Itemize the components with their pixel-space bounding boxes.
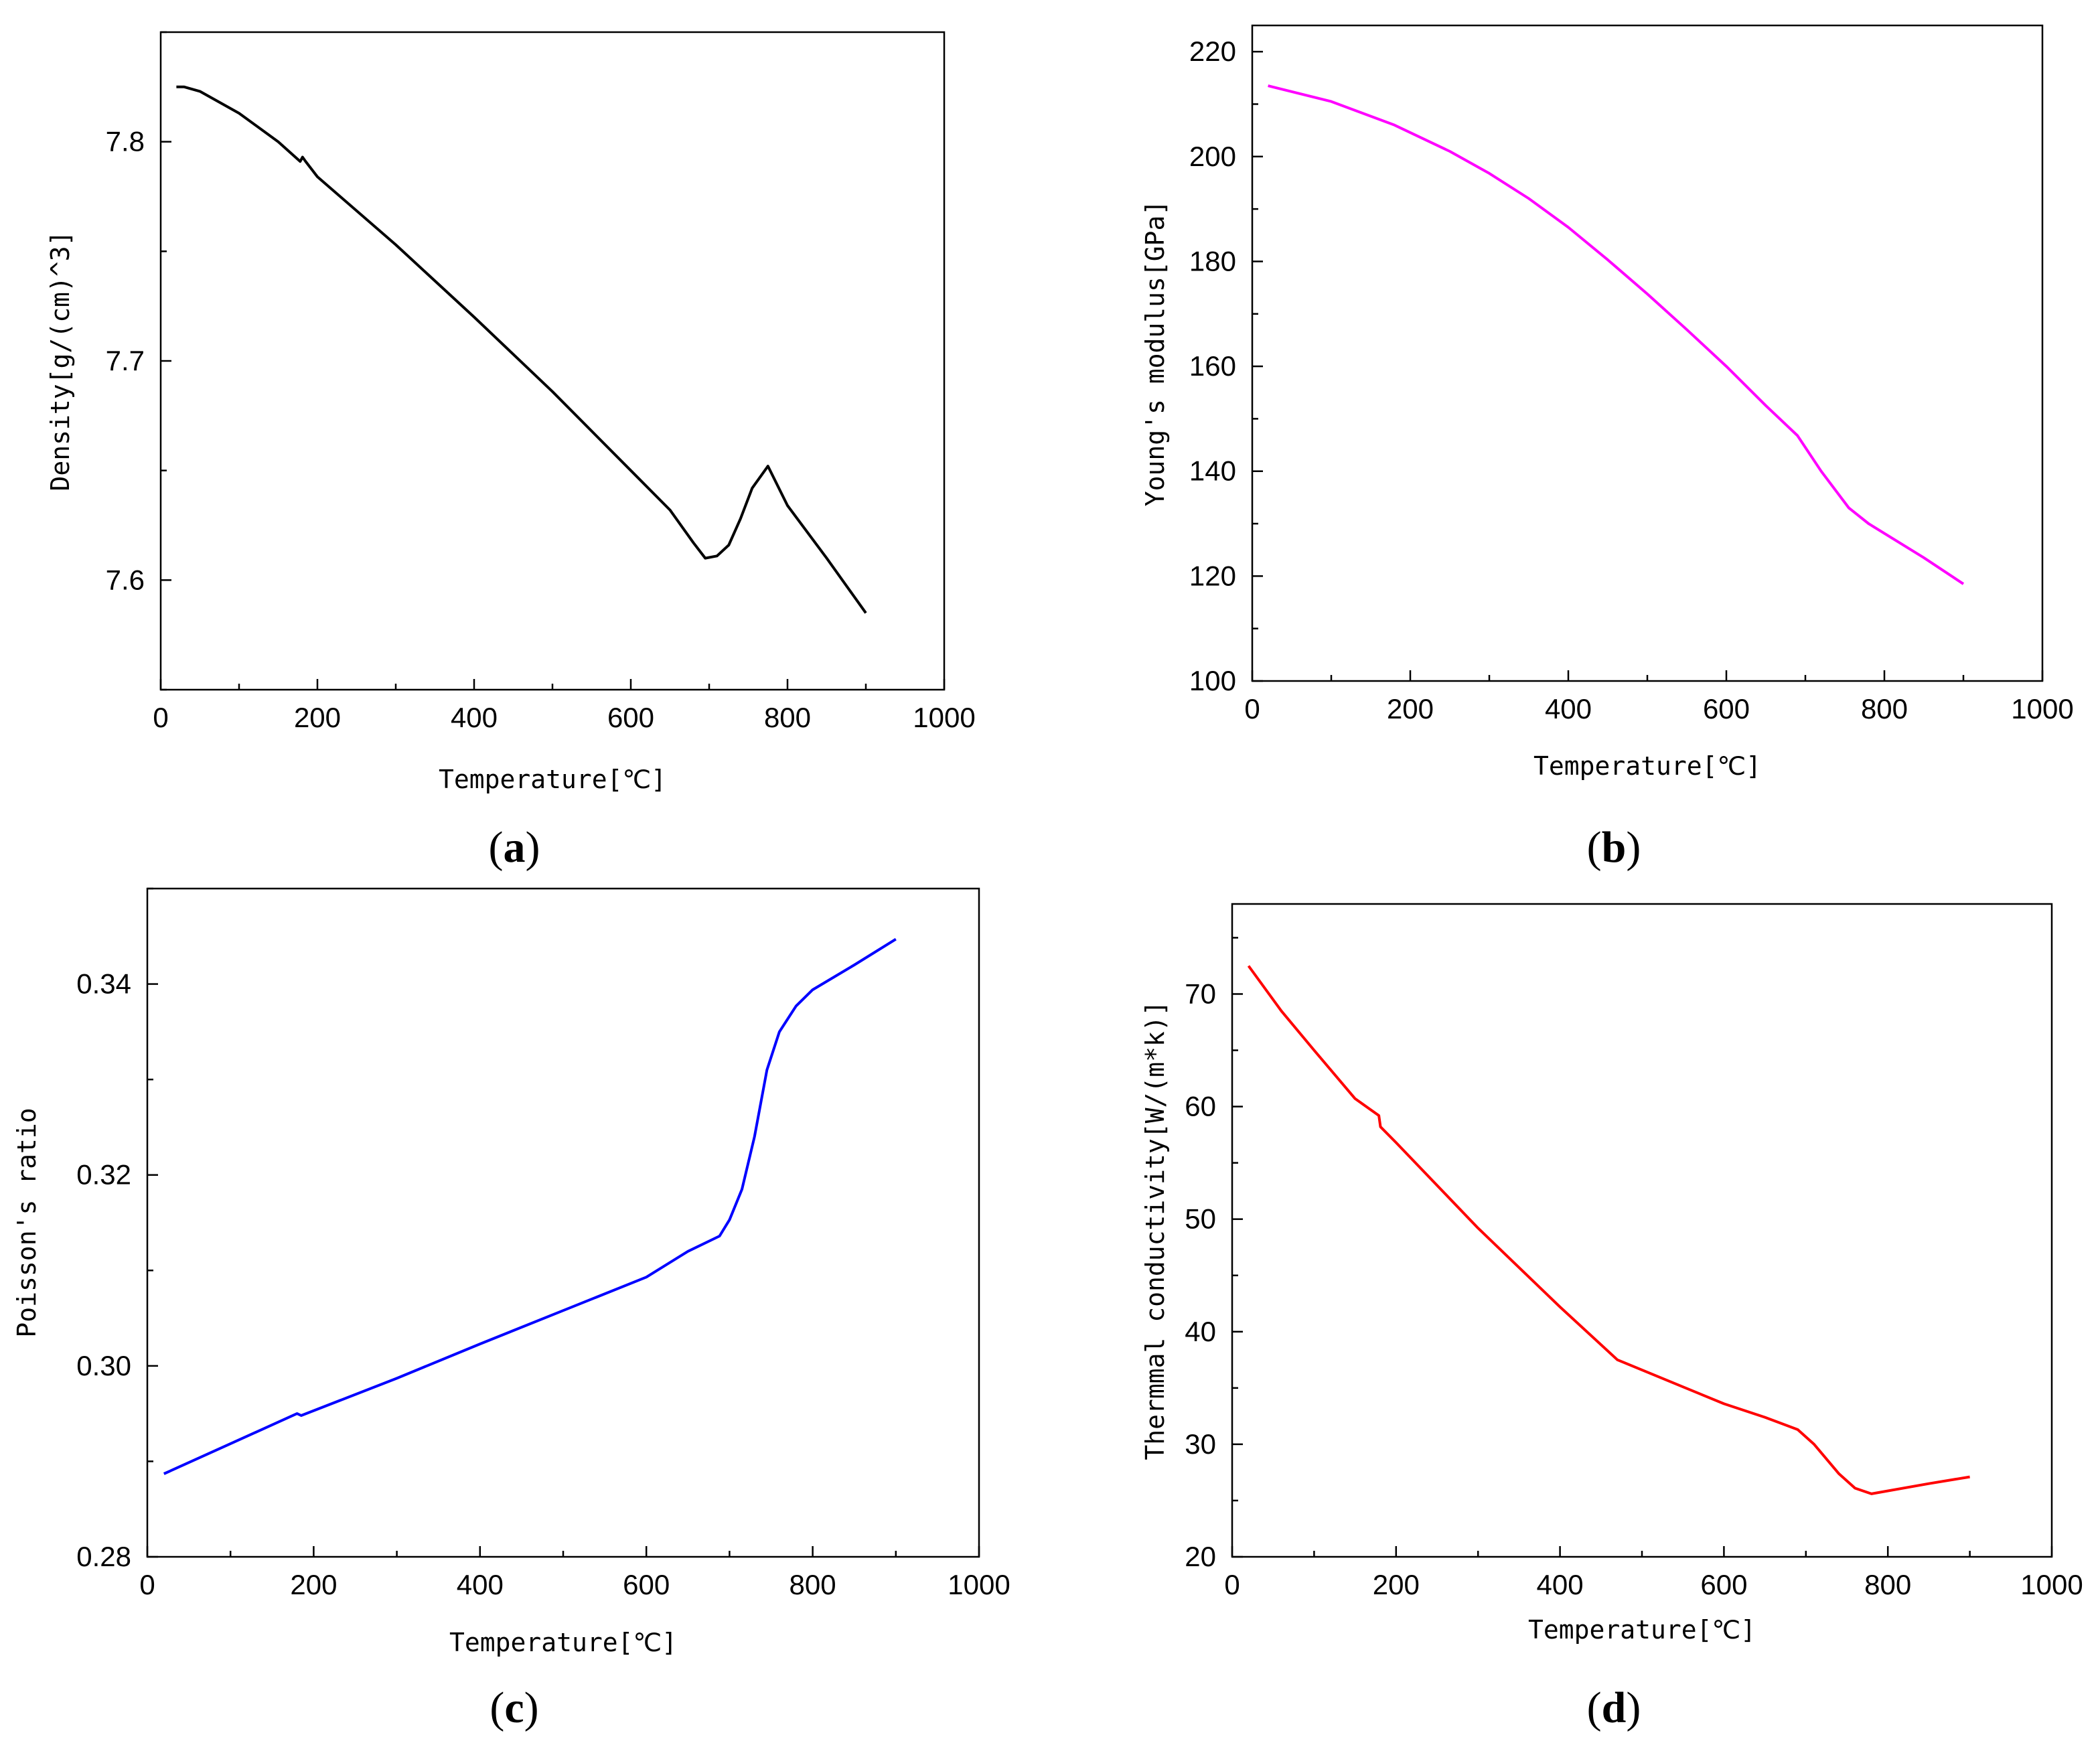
y-tick-label: 200	[1189, 141, 1236, 172]
y-tick-label: 60	[1185, 1091, 1216, 1122]
tick-labels-c: 0 200 400 600 800 1000 0.28 0.30 0.32 0.34	[76, 968, 1010, 1600]
x-tick-label: 600	[1700, 1569, 1747, 1600]
chart-c: 0 200 400 600 800 1000 0.28 0.30 0.32 0.34 Temper…	[12, 887, 1010, 1732]
x-tick-label: 0	[1244, 693, 1260, 725]
x-tick-label: 1000	[2020, 1569, 2083, 1600]
chart-b: 0 200 400 600 800 1000 100 120 140 160 180 200 220 T…	[1140, 24, 2074, 872]
x-tick-label: 0	[139, 1569, 155, 1600]
series-line-thermal-conductivity	[1247, 965, 1970, 1495]
y-tick-label: 100	[1189, 665, 1236, 696]
x-tick-label: 400	[1545, 693, 1592, 725]
plot-frame-b	[1251, 24, 2044, 682]
x-tick-label: 0	[1224, 1569, 1240, 1600]
y-tick-label: 70	[1185, 978, 1216, 1009]
y-tick-label: 0.32	[76, 1159, 131, 1191]
x-tick-label: 600	[607, 702, 654, 733]
y-tick-label: 180	[1189, 245, 1236, 277]
x-tick-label: 1000	[948, 1569, 1010, 1600]
y-tick-label: 0.34	[76, 968, 131, 1000]
x-tick-label: 600	[1703, 693, 1750, 725]
x-axis-label-b: Temperature[℃]	[1533, 751, 1761, 781]
plot-frame-d	[1231, 903, 2053, 1558]
ticks-c	[146, 887, 980, 1558]
chart-a: 0 200 400 600 800 1000 7.6 7.7 7.8 Temperature[℃…	[46, 31, 976, 872]
y-axis-label-a: Density[g/(cm)^3]	[46, 231, 75, 491]
series-line-youngs-modulus	[1268, 84, 1965, 585]
plot-frame-a	[159, 31, 946, 691]
y-axis-label-d: Thermmal conductivity[W/(m*k)]	[1140, 1000, 1170, 1460]
ticks-b	[1251, 50, 2044, 682]
panel-label-b: (b)	[1587, 823, 1641, 872]
series-line-poissons-ratio	[163, 937, 897, 1475]
y-tick-label: 7.8	[106, 126, 145, 157]
ticks-a	[159, 31, 946, 691]
panel-label-a: (a)	[489, 823, 540, 872]
x-tick-label: 800	[764, 702, 811, 733]
x-axis-label-d: Temperature[℃]	[1528, 1615, 1756, 1645]
x-tick-label: 200	[1373, 1569, 1420, 1600]
ticks-d	[1231, 937, 2053, 1558]
x-tick-label: 400	[457, 1569, 504, 1600]
y-tick-label: 0.30	[76, 1350, 131, 1381]
x-tick-label: 200	[294, 702, 341, 733]
x-tick-label: 800	[1864, 1569, 1911, 1600]
x-tick-label: 400	[1537, 1569, 1584, 1600]
y-tick-label: 160	[1189, 350, 1236, 382]
tick-labels-d: 0 200 400 600 800 1000 20 30 40 50 60 70	[1185, 978, 2083, 1600]
y-tick-label: 7.6	[106, 564, 145, 595]
panel-label-d: (d)	[1587, 1683, 1641, 1732]
y-tick-label: 30	[1185, 1428, 1216, 1460]
x-tick-label: 400	[451, 702, 498, 733]
x-tick-label: 200	[1387, 693, 1434, 725]
x-axis-label-c: Temperature[℃]	[449, 1628, 677, 1657]
x-tick-label: 800	[1861, 693, 1908, 725]
y-tick-label: 50	[1185, 1203, 1216, 1235]
y-axis-label-b: Young's modulus[GPa]	[1140, 200, 1170, 507]
y-tick-label: 220	[1189, 35, 1236, 67]
x-tick-label: 0	[153, 702, 168, 733]
panel-label-c: (c)	[490, 1683, 538, 1732]
y-tick-label: 120	[1189, 560, 1236, 591]
x-tick-label: 800	[790, 1569, 836, 1600]
x-tick-label: 600	[623, 1569, 670, 1600]
y-axis-label-c: Poisson's ratio	[12, 1108, 42, 1337]
chart-d: 0 200 400 600 800 1000 20 30 40 50 60 70 Temperatur…	[1140, 903, 2083, 1732]
y-tick-label: 0.28	[76, 1541, 131, 1572]
y-tick-label: 7.7	[106, 345, 145, 376]
x-axis-label-a: Temperature[℃]	[439, 765, 666, 794]
x-tick-label: 1000	[2011, 693, 2073, 725]
x-tick-label: 1000	[913, 702, 975, 733]
tick-labels-b: 0 200 400 600 800 1000 100 120 140 160 180 200 220	[1189, 35, 2074, 725]
y-tick-label: 20	[1185, 1541, 1216, 1572]
series-line-density	[176, 85, 867, 614]
tick-labels-a: 0 200 400 600 800 1000 7.6 7.7 7.8	[106, 126, 976, 733]
x-tick-label: 200	[290, 1569, 337, 1600]
plot-frame-c	[146, 887, 980, 1558]
y-tick-label: 40	[1185, 1316, 1216, 1347]
y-tick-label: 140	[1189, 455, 1236, 487]
